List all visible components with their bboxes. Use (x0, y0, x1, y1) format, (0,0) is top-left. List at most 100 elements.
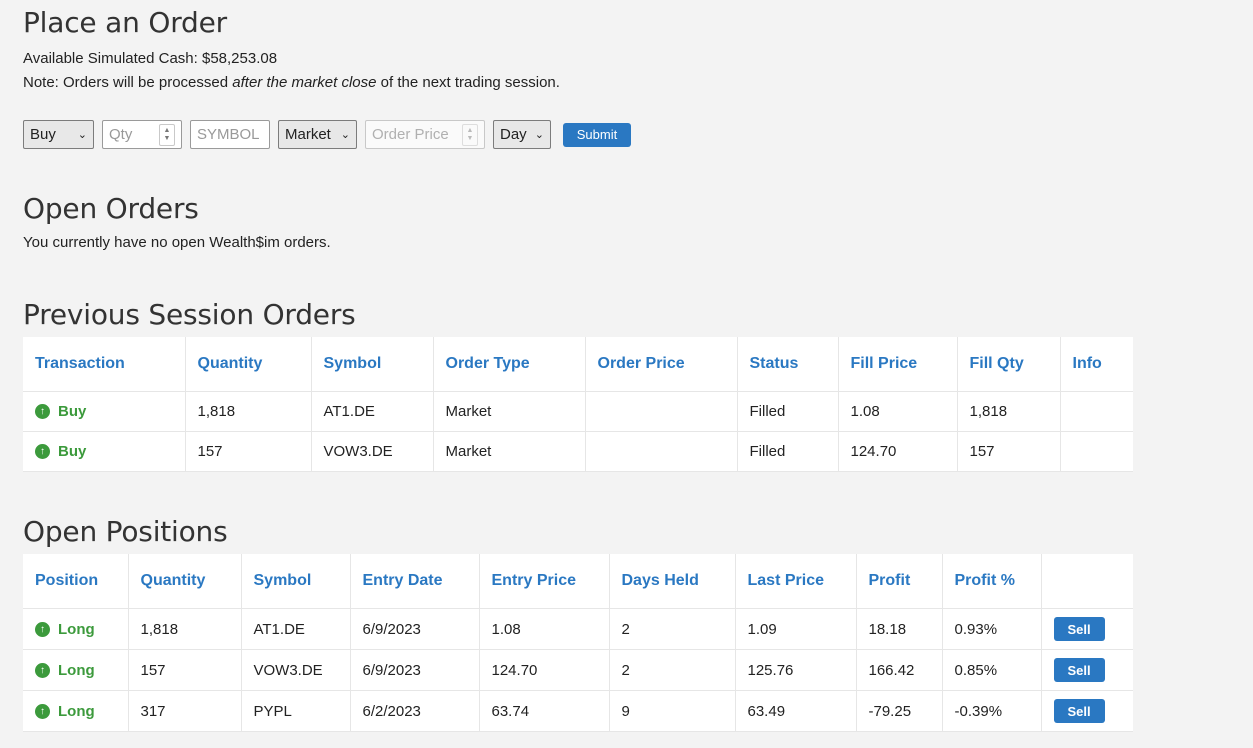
symbol-cell: AT1.DE (241, 608, 351, 650)
previous-orders-title: Previous Session Orders (23, 298, 356, 331)
open-orders-title: Open Orders (23, 192, 199, 225)
action-select[interactable]: Buy ⌄ (23, 120, 94, 149)
quantity-cell: 1,818 (185, 391, 312, 432)
days-held-cell: 9 (609, 690, 736, 732)
qty-input[interactable]: Qty ▲ ▼ (102, 120, 182, 149)
table-header-row: Transaction Quantity Symbol Order Type O… (23, 337, 1133, 392)
table-row: ↑ Buy 157 VOW3.DE Market Filled 124.70 15… (23, 431, 1133, 472)
stepper-icon[interactable]: ▲ ▼ (159, 123, 175, 146)
column-header[interactable]: Position (23, 554, 129, 609)
arrow-up-circle-icon: ↑ (35, 662, 50, 678)
table-row: ↑ Long 317 PYPL 6/2/2023 63.74 9 63.49 -7… (23, 690, 1133, 732)
entry-date-cell: 6/9/2023 (350, 608, 480, 650)
sell-button[interactable]: Sell (1053, 658, 1105, 682)
column-header[interactable]: Entry Price (479, 554, 610, 609)
arrow-up-circle-icon: ↑ (35, 703, 50, 719)
entry-price-cell: 63.74 (479, 690, 610, 732)
quantity-cell: 1,818 (128, 608, 242, 650)
chevron-down-icon: ⌄ (340, 129, 350, 141)
info-cell (1060, 431, 1133, 472)
entry-price-cell: 1.08 (479, 608, 610, 650)
column-header[interactable]: Order Price (585, 337, 738, 392)
symbol-input[interactable]: SYMBOL (190, 120, 270, 149)
duration-select[interactable]: Day ⌄ (493, 120, 551, 149)
column-header[interactable]: Symbol (311, 337, 434, 392)
column-header[interactable]: Fill Price (838, 337, 958, 392)
arrow-up-circle-icon: ↑ (35, 621, 50, 637)
previous-orders-table: Transaction Quantity Symbol Order Type O… (23, 337, 1133, 472)
days-held-cell: 2 (609, 608, 736, 650)
last-price-cell: 1.09 (735, 608, 857, 650)
transaction-cell: ↑ Buy (35, 443, 173, 460)
order-type-cell: Market (433, 391, 586, 432)
column-header[interactable]: Fill Qty (957, 337, 1061, 392)
stepper-icon[interactable]: ▲ ▼ (462, 123, 478, 146)
position-cell: ↑ Long (35, 703, 116, 720)
profit-cell: -79.25 (856, 690, 943, 732)
status-cell: Filled (737, 431, 839, 472)
profit-pct-cell: 0.93% (942, 608, 1042, 650)
column-header[interactable]: Quantity (128, 554, 242, 609)
status-cell: Filled (737, 391, 839, 432)
column-header[interactable]: Order Type (433, 337, 586, 392)
days-held-cell: 2 (609, 649, 736, 691)
arrow-up-circle-icon: ↑ (35, 404, 50, 419)
open-positions-title: Open Positions (23, 515, 228, 548)
chevron-down-icon: ⌄ (77, 129, 87, 141)
column-header[interactable]: Last Price (735, 554, 857, 609)
quantity-cell: 317 (128, 690, 242, 732)
order-price-input[interactable]: Order Price ▲ ▼ (365, 120, 485, 149)
open-positions-table: Position Quantity Symbol Entry Date Entr… (23, 554, 1133, 732)
transaction-cell: ↑ Buy (35, 403, 173, 420)
table-row: ↑ Long 1,818 AT1.DE 6/9/2023 1.08 2 1.09 … (23, 608, 1133, 650)
entry-date-cell: 6/2/2023 (350, 690, 480, 732)
available-cash: Available Simulated Cash: $58,253.08 (23, 50, 278, 67)
column-header[interactable]: Profit % (942, 554, 1042, 609)
last-price-cell: 63.49 (735, 690, 857, 732)
column-header[interactable]: Quantity (185, 337, 312, 392)
fill-qty-cell: 1,818 (957, 391, 1061, 432)
quantity-cell: 157 (185, 431, 312, 472)
fill-price-cell: 124.70 (838, 431, 958, 472)
table-row: ↑ Buy 1,818 AT1.DE Market Filled 1.08 1,8… (23, 391, 1133, 432)
position-cell: ↑ Long (35, 662, 116, 679)
last-price-cell: 125.76 (735, 649, 857, 691)
symbol-cell: VOW3.DE (311, 431, 434, 472)
order-form: Buy ⌄ Qty ▲ ▼ SYMBOL Market ⌄ Order Price… (23, 120, 631, 149)
entry-price-cell: 124.70 (479, 649, 610, 691)
position-cell: ↑ Long (35, 621, 116, 638)
column-header[interactable]: Info (1060, 337, 1133, 392)
order-type-cell: Market (433, 431, 586, 472)
quantity-cell: 157 (128, 649, 242, 691)
order-price-cell (585, 391, 738, 432)
profit-pct-cell: -0.39% (942, 690, 1042, 732)
arrow-up-circle-icon: ↑ (35, 444, 50, 459)
column-header[interactable]: Status (737, 337, 839, 392)
column-header (1041, 554, 1133, 609)
symbol-cell: VOW3.DE (241, 649, 351, 691)
order-price-cell (585, 431, 738, 472)
symbol-cell: AT1.DE (311, 391, 434, 432)
profit-cell: 166.42 (856, 649, 943, 691)
entry-date-cell: 6/9/2023 (350, 649, 480, 691)
profit-cell: 18.18 (856, 608, 943, 650)
table-row: ↑ Long 157 VOW3.DE 6/9/2023 124.70 2 125.… (23, 649, 1133, 691)
submit-button[interactable]: Submit (563, 122, 631, 147)
order-type-select[interactable]: Market ⌄ (278, 120, 357, 149)
column-header[interactable]: Days Held (609, 554, 736, 609)
fill-qty-cell: 157 (957, 431, 1061, 472)
column-header[interactable]: Profit (856, 554, 943, 609)
symbol-cell: PYPL (241, 690, 351, 732)
profit-pct-cell: 0.85% (942, 649, 1042, 691)
sell-button[interactable]: Sell (1053, 699, 1105, 723)
chevron-down-icon: ⌄ (534, 129, 544, 141)
column-header[interactable]: Symbol (241, 554, 351, 609)
open-orders-message: You currently have no open Wealth$im ord… (23, 234, 331, 251)
sell-button[interactable]: Sell (1053, 617, 1105, 641)
page-title: Place an Order (23, 6, 227, 39)
fill-price-cell: 1.08 (838, 391, 958, 432)
column-header[interactable]: Entry Date (350, 554, 480, 609)
table-header-row: Position Quantity Symbol Entry Date Entr… (23, 554, 1133, 609)
column-header[interactable]: Transaction (23, 337, 186, 392)
order-note: Note: Orders will be processed after the… (23, 74, 560, 91)
